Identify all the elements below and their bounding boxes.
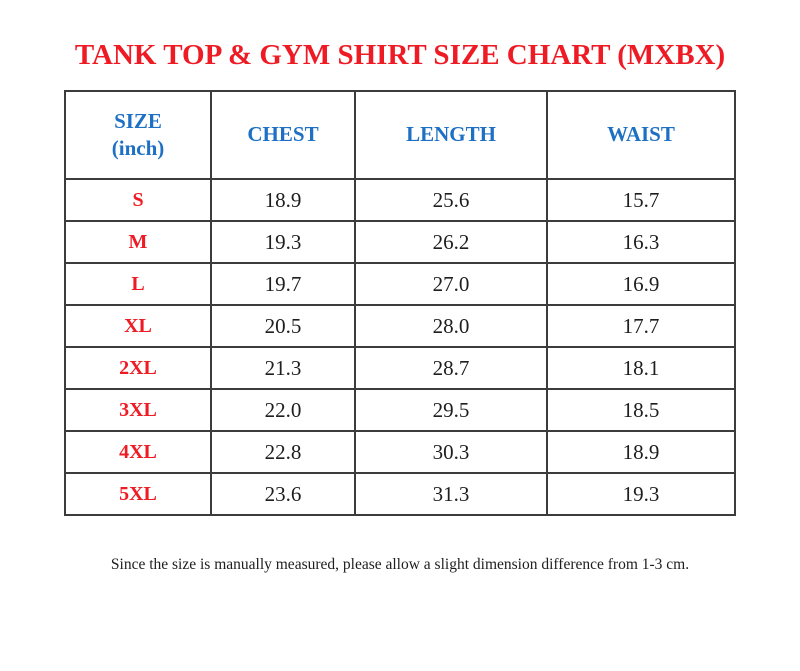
waist-cell: 16.3 — [546, 220, 736, 264]
chest-cell: 18.9 — [210, 178, 356, 222]
length-cell: 28.7 — [354, 346, 548, 390]
header-size-line2: (inch) — [111, 136, 165, 160]
size-cell: S — [64, 178, 212, 222]
length-cell: 29.5 — [354, 388, 548, 432]
size-cell: M — [64, 220, 212, 264]
length-cell: 26.2 — [354, 220, 548, 264]
header-length: LENGTH — [354, 90, 548, 180]
chest-cell: 22.8 — [210, 430, 356, 474]
header-row: SIZE (inch) CHEST LENGTH WAIST — [64, 90, 736, 180]
table-row: XL 20.5 28.0 17.7 — [64, 304, 736, 348]
chest-cell: 19.7 — [210, 262, 356, 306]
chest-cell: 23.6 — [210, 472, 356, 516]
header-size: SIZE (inch) — [64, 90, 212, 180]
size-cell: 5XL — [64, 472, 212, 516]
waist-cell: 19.3 — [546, 472, 736, 516]
length-cell: 28.0 — [354, 304, 548, 348]
table-row: S 18.9 25.6 15.7 — [64, 178, 736, 222]
header-waist: WAIST — [546, 90, 736, 180]
size-cell: 4XL — [64, 430, 212, 474]
chest-cell: 19.3 — [210, 220, 356, 264]
chest-cell: 20.5 — [210, 304, 356, 348]
size-cell: 2XL — [64, 346, 212, 390]
chest-cell: 22.0 — [210, 388, 356, 432]
waist-cell: 18.1 — [546, 346, 736, 390]
size-cell: 3XL — [64, 388, 212, 432]
waist-cell: 16.9 — [546, 262, 736, 306]
table-row: 5XL 23.6 31.3 19.3 — [64, 472, 736, 516]
length-cell: 30.3 — [354, 430, 548, 474]
header-size-line1: SIZE — [114, 108, 162, 133]
waist-cell: 18.5 — [546, 388, 736, 432]
page-title: TANK TOP & GYM SHIRT SIZE CHART (MXBX) — [74, 39, 726, 71]
table-row: M 19.3 26.2 16.3 — [64, 220, 736, 264]
length-cell: 25.6 — [354, 178, 548, 222]
footnote: Since the size is manually measured, ple… — [110, 556, 690, 573]
length-cell: 27.0 — [354, 262, 548, 306]
size-cell: L — [64, 262, 212, 306]
waist-cell: 17.7 — [546, 304, 736, 348]
table-row: 3XL 22.0 29.5 18.5 — [64, 388, 736, 432]
size-cell: XL — [64, 304, 212, 348]
length-cell: 31.3 — [354, 472, 548, 516]
chest-cell: 21.3 — [210, 346, 356, 390]
waist-cell: 15.7 — [546, 178, 736, 222]
waist-cell: 18.9 — [546, 430, 736, 474]
table-row: 2XL 21.3 28.7 18.1 — [64, 346, 736, 390]
table-row: L 19.7 27.0 16.9 — [64, 262, 736, 306]
size-chart-page: TANK TOP & GYM SHIRT SIZE CHART (MXBX) S… — [0, 38, 800, 574]
header-chest: CHEST — [210, 90, 356, 180]
table-row: 4XL 22.8 30.3 18.9 — [64, 430, 736, 474]
size-chart-table: SIZE (inch) CHEST LENGTH WAIST S 18.9 25… — [64, 90, 736, 516]
